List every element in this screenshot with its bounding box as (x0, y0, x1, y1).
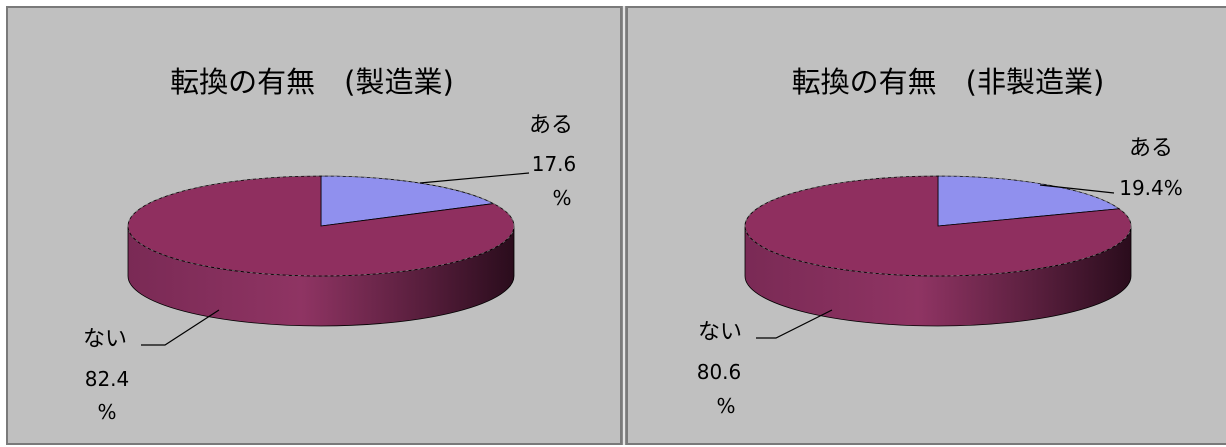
pie-chart-non-manufacturing: 転換の有無 (非製造業) ある 19.4% ない 80.6 % (697, 65, 1183, 418)
panel-divider (622, 6, 626, 445)
leader-line-nai (141, 309, 220, 346)
slice-value-aru: 17.6 (532, 152, 577, 176)
slice-label-aru: ある (529, 113, 573, 138)
chart-title: 転換の有無 (製造業) (170, 65, 454, 99)
pie-chart-manufacturing: 転換の有無 (製造業) ある 17.6 % ない 82.4 % (83, 65, 577, 424)
pie-group (127, 175, 515, 327)
leader-line-nai (756, 309, 833, 339)
chart-panel-non-manufacturing: 転換の有無 (非製造業) ある 19.4% ない 80.6 % (626, 6, 1226, 445)
chart-panel-manufacturing: 転換の有無 (製造業) ある 17.6 % ない 82.4 % (6, 6, 622, 445)
pie-rim (744, 175, 1132, 277)
slice-value-nai: 82.4 (85, 367, 130, 391)
slice-value-nai: 80.6 (697, 360, 742, 384)
slice-value-nai-unit: % (97, 400, 116, 424)
slice-value-aru: 19.4% (1119, 176, 1183, 200)
slice-label-aru: ある (1129, 136, 1173, 161)
slice-label-nai: ない (83, 327, 127, 352)
slice-value-nai-unit: % (716, 394, 735, 418)
chart-title: 転換の有無 (非製造業) (792, 65, 1105, 99)
pie-rim (127, 175, 515, 277)
leader-line-aru (419, 172, 530, 184)
slice-value-aru-unit: % (552, 186, 571, 210)
pie-group (744, 175, 1132, 327)
leader-line-aru (1039, 184, 1115, 194)
slice-label-nai: ない (698, 320, 742, 345)
